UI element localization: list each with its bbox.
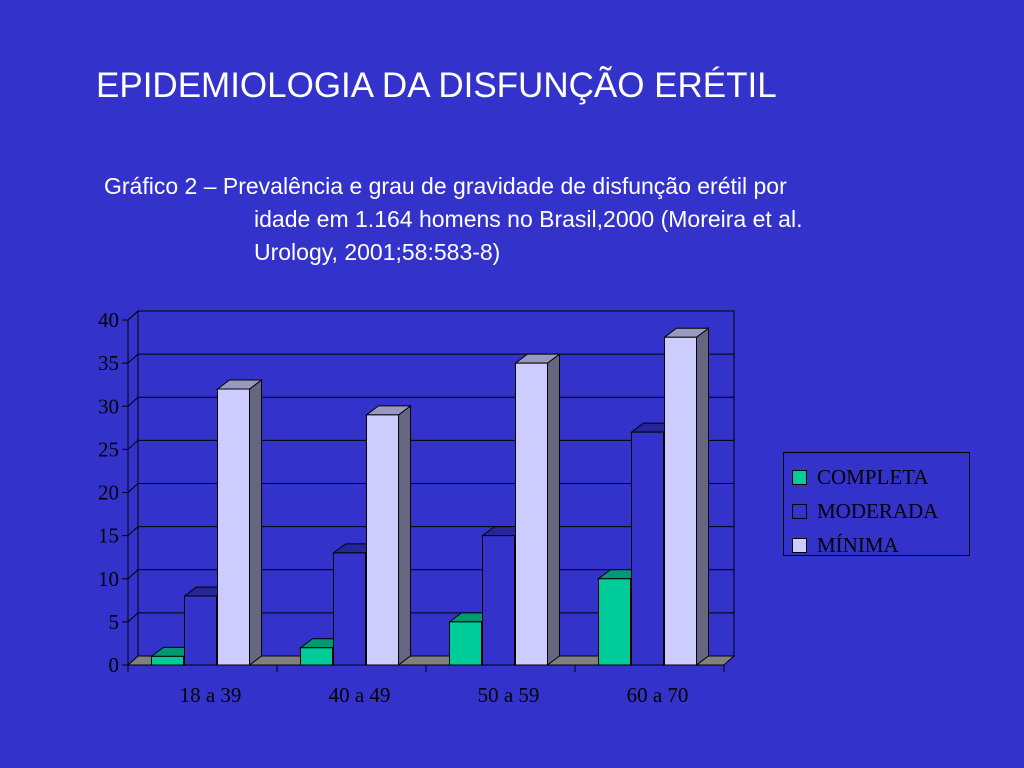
bar-mínima-4 <box>663 327 710 666</box>
y-tick-label-30: 30 <box>98 394 119 418</box>
gridline-40 <box>127 310 734 321</box>
bar-mínima-2 <box>365 404 412 666</box>
caption-line-2: idade em 1.164 homens no Brasil,2000 (Mo… <box>254 206 803 232</box>
x-tick-labels: 18 a 39 40 a 49 50 a 59 60 a 70 <box>180 683 689 707</box>
x-tick-label-3: 50 a 59 <box>478 683 540 707</box>
legend-item-moderada: MODERADA <box>784 494 969 528</box>
legend-item-minima: MÍNIMA <box>784 528 969 562</box>
chart-caption: Gráfico 2 – Prevalência e grau de gravid… <box>104 170 984 269</box>
y-tick-label-40: 40 <box>98 308 119 332</box>
caption-line-1: Gráfico 2 – Prevalência e grau de gravid… <box>104 173 787 199</box>
caption-line-3: Urology, 2001;58:583-8) <box>254 239 501 265</box>
y-tick-label-10: 10 <box>98 567 119 591</box>
legend-item-completa: COMPLETA <box>784 460 969 494</box>
bars <box>150 327 710 666</box>
bar-mínima-3 <box>514 353 561 666</box>
x-tick-label-2: 40 a 49 <box>329 683 391 707</box>
legend-label-moderada: MODERADA <box>817 498 939 523</box>
y-tick-labels: 0 5 10 15 20 25 30 35 40 <box>98 308 119 677</box>
legend-label-minima: MÍNIMA <box>817 532 899 557</box>
y-tick-label-0: 0 <box>109 653 120 677</box>
y-tick-label-15: 15 <box>98 524 119 548</box>
legend-swatch-completa <box>792 469 807 485</box>
slide-title: EPIDEMIOLOGIA DA DISFUNÇÃO ERÉTIL <box>96 66 777 105</box>
x-tick-label-1: 18 a 39 <box>180 683 242 707</box>
legend-swatch-moderada <box>792 503 807 519</box>
y-tick-label-35: 35 <box>98 351 119 375</box>
y-tick-label-5: 5 <box>109 610 120 634</box>
gridline-35 <box>127 353 734 364</box>
legend-label-completa: COMPLETA <box>817 464 929 489</box>
y-tick-label-25: 25 <box>98 437 119 461</box>
x-tick-label-4: 60 a 70 <box>627 683 689 707</box>
legend-swatch-minima <box>792 537 807 553</box>
y-tick-label-20: 20 <box>98 481 119 505</box>
bar-mínima-1 <box>216 379 263 666</box>
legend: COMPLETA MODERADA MÍNIMA <box>783 452 970 557</box>
